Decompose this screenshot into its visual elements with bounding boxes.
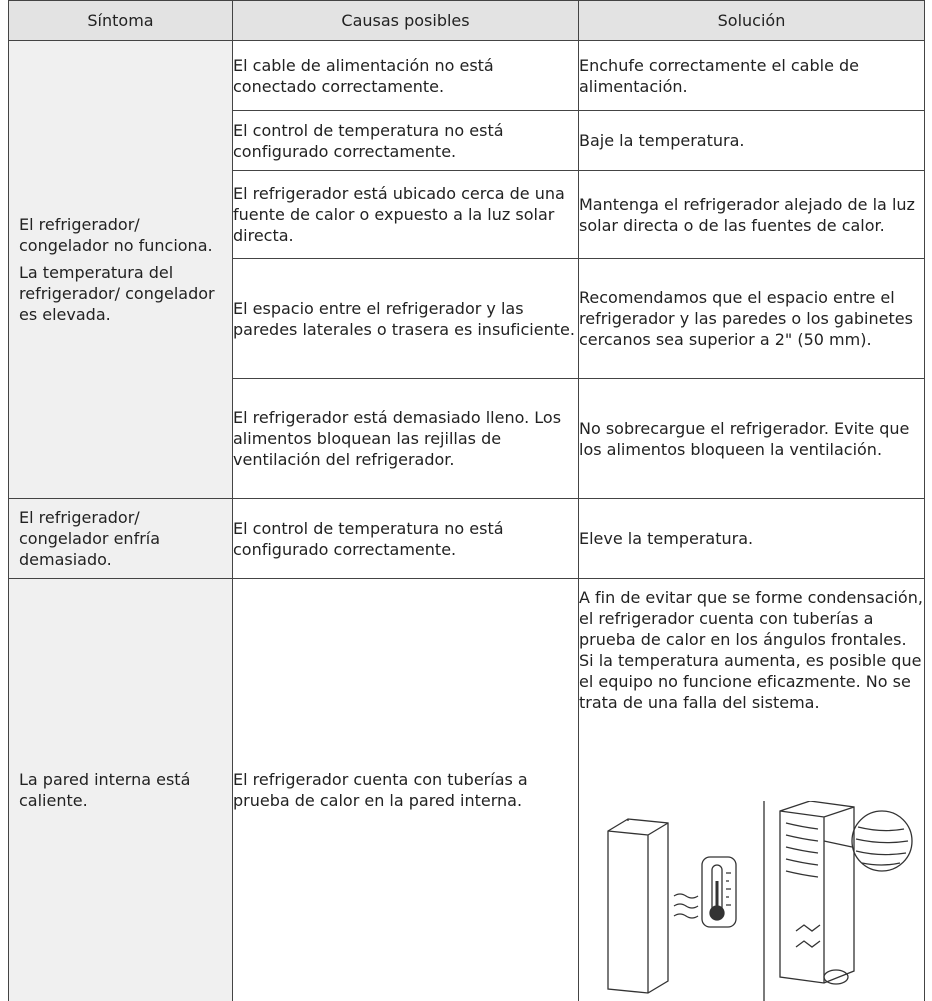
bullet-item: Baje la temperatura. — [579, 130, 924, 151]
table-cell: El cable de alimentación no está conecta… — [232, 40, 579, 111]
table-cell: El refrigerador está ubicado cerca de un… — [232, 170, 579, 259]
header-row: Síntoma Causas posibles Solución — [8, 0, 925, 41]
table-cell: El refrigerador cuenta con tuberías a pr… — [232, 578, 579, 1001]
table-cell: A fin de evitar que se forme condensació… — [578, 578, 925, 1001]
bullet-item: Eleve la temperatura. — [579, 528, 924, 549]
item-text: Enchufe correctamente el cable de alimen… — [579, 55, 859, 96]
table-row: El espacio entre el refrigerador y las p… — [9, 258, 925, 379]
bullet-item: El refrigerador está demasiado lleno. Lo… — [233, 407, 578, 470]
header-cell: Solución — [578, 0, 925, 41]
table-row: El refrigerador/ congelador enfría demas… — [8, 498, 925, 579]
bullet-item: El refrigerador cuenta con tuberías a pr… — [233, 769, 578, 811]
table-cell: Recomendamos que el espacio entre el ref… — [578, 258, 925, 379]
table-cell: Mantenga el refrigerador alejado de la l… — [578, 170, 925, 259]
item-text: Recomendamos que el espacio entre el ref… — [579, 288, 913, 349]
bullet-item: Enchufe correctamente el cable de alimen… — [579, 55, 924, 97]
table-row: El refrigerador está demasiado lleno. Lo… — [9, 378, 925, 499]
item-text: No sobrecargue el refrigerador. Evite qu… — [579, 418, 910, 459]
bullet-item: El control de temperatura no está config… — [233, 120, 578, 162]
table-header: Síntoma Causas posibles Solución — [8, 0, 925, 41]
symptom-cell: El refrigerador/ congelador no funciona.… — [8, 40, 233, 499]
table-row: El refrigerador/ congelador no funciona.… — [8, 40, 925, 499]
item-text: Baje la temperatura. — [579, 131, 745, 150]
table-row: La pared interna está caliente. El refrig… — [8, 578, 925, 1001]
table-cell: Eleve la temperatura. — [578, 498, 925, 579]
item-text: Eleve la temperatura. — [579, 529, 754, 548]
item-text: El espacio entre el refrigerador y las p… — [233, 298, 575, 339]
bullet-item: El refrigerador está ubicado cerca de un… — [233, 183, 578, 246]
symptom-text: El refrigerador/ congelador enfría demas… — [19, 508, 161, 569]
table-cell: Baje la temperatura. — [578, 110, 925, 171]
item-text: El refrigerador está demasiado lleno. Lo… — [233, 408, 562, 469]
table-cell: Enchufe correctamente el cable de alimen… — [578, 40, 925, 111]
bullet-item: Mantenga el refrigerador alejado de la l… — [579, 194, 924, 236]
bullet-item: El control de temperatura no está config… — [233, 518, 578, 560]
header-cell: Síntoma — [8, 0, 233, 41]
table-body: El refrigerador/ congelador no funciona.… — [8, 40, 925, 1001]
header-cell: Causas posibles — [232, 0, 579, 41]
item-text: Mantenga el refrigerador alejado de la l… — [579, 194, 915, 235]
item-text: El control de temperatura no está config… — [233, 518, 504, 559]
bullet-item: El espacio entre el refrigerador y las p… — [233, 298, 578, 340]
table-cell: El control de temperatura no está config… — [232, 110, 579, 171]
table-cell: El control de temperatura no está config… — [232, 498, 579, 579]
table-row: El control de temperatura no está config… — [9, 110, 925, 171]
symptom-cell: La pared interna está caliente. — [8, 578, 233, 1001]
item-text: El refrigerador está ubicado cerca de un… — [233, 184, 565, 245]
bullet-item: No sobrecargue el refrigerador. Evite qu… — [579, 418, 924, 460]
illustration — [607, 801, 913, 1001]
bullet-item: El cable de alimentación no está conecta… — [233, 55, 578, 97]
table-row: El refrigerador está ubicado cerca de un… — [9, 170, 925, 259]
bullet-item: A fin de evitar que se forme condensació… — [579, 579, 924, 713]
item-text: El control de temperatura no está config… — [233, 120, 504, 161]
bullet-item: Recomendamos que el espacio entre el ref… — [579, 287, 924, 350]
item-text: A fin de evitar que se forme condensació… — [579, 588, 923, 712]
item-text: El cable de alimentación no está conecta… — [233, 55, 494, 96]
troubleshooting-table: Síntoma Causas posibles Solución El refrig… — [8, 0, 925, 1001]
table-cell: El refrigerador está demasiado lleno. Lo… — [232, 378, 579, 499]
item-text: El refrigerador cuenta con tuberías a pr… — [233, 770, 528, 810]
symptom-text: El refrigerador/ congelador no funciona. — [19, 215, 213, 255]
symptom-text: La temperatura del refrigerador/ congela… — [19, 263, 215, 324]
symptom-text: La pared interna está caliente. — [19, 770, 191, 810]
table-cell: No sobrecargue el refrigerador. Evite qu… — [578, 378, 925, 499]
symptom-cell: El refrigerador/ congelador enfría demas… — [8, 498, 233, 579]
table-cell: El espacio entre el refrigerador y las p… — [232, 258, 579, 379]
